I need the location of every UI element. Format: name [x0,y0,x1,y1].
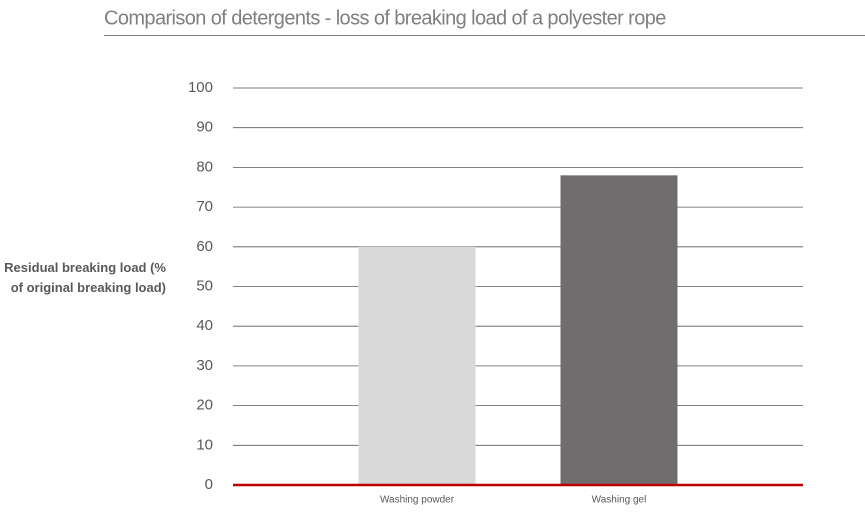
y-tick-label: 70 [196,198,213,215]
y-tick-label: 10 [196,436,213,453]
chart-title: Comparison of detergents - loss of break… [104,7,666,29]
y-tick-label: 50 [196,277,213,294]
y-tick-label: 90 [196,119,213,136]
y-tick-label: 100 [188,79,213,96]
y-axis-label: Residual breaking load (% of original br… [4,260,166,295]
y-tick-label: 30 [196,357,213,374]
x-tick-label: Washing powder [380,495,455,506]
y-tick-label: 0 [205,476,213,493]
bar [358,246,476,485]
y-tick-label: 80 [196,158,213,175]
y-tick-label: 20 [196,397,213,414]
x-tick-label: Washing gel [592,495,647,506]
bar [560,175,678,485]
y-tick-label: 60 [196,238,213,255]
y-tick-label: 40 [196,317,213,334]
